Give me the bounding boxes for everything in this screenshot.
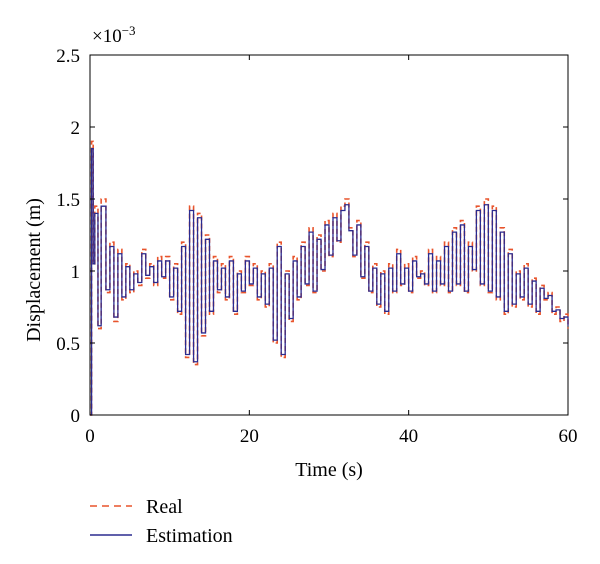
x-tick-label: 40 [399, 426, 418, 447]
y-tick-label: 2.5 [56, 46, 80, 67]
y-tick-label: 0.5 [56, 334, 80, 355]
y-axis-ticks: 0 0.5 1 1.5 2 2.5 [56, 46, 568, 427]
y-axis-label: Displacement (m) [23, 198, 45, 342]
y-tick-label: 2 [71, 118, 81, 139]
x-axis-ticks: 0 20 40 60 [85, 55, 578, 447]
plot-frame [89, 54, 569, 416]
y-tick-label: 0 [71, 406, 81, 427]
series-layer [90, 140, 569, 416]
series-line-estimation [90, 147, 569, 416]
legend-estimation-label: Estimation [146, 525, 233, 547]
x-tick-label: 60 [559, 426, 578, 447]
x-axis-label: Time (s) [295, 459, 363, 481]
x-tick-label: 0 [85, 426, 95, 447]
y-exponent-base: ×10 [92, 26, 122, 47]
legend: Real Estimation [90, 496, 233, 547]
x-tick-label: 20 [240, 426, 259, 447]
plot-area: 0 20 40 60 0 0.5 1 1.5 2 2.5 [56, 46, 577, 447]
legend-real-label: Real [146, 496, 183, 518]
y-axis-exponent: ×10−3 [92, 23, 136, 48]
y-tick-label: 1 [71, 262, 81, 283]
y-exponent-power: −3 [122, 23, 136, 38]
y-tick-label: 1.5 [56, 190, 80, 211]
